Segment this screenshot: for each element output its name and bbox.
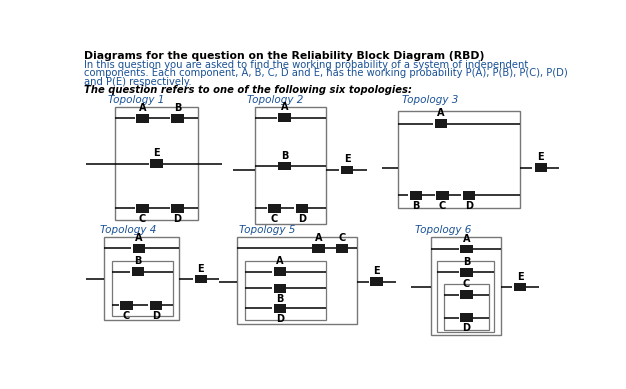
Bar [312,244,325,252]
Bar [255,107,326,224]
Bar [514,283,526,291]
Text: A: A [437,108,444,118]
Bar [133,244,145,252]
Text: D: D [151,311,160,321]
Bar [444,284,489,330]
Bar [460,314,473,322]
Text: D: D [298,214,306,224]
Text: C: C [139,214,146,224]
Text: C: C [338,233,346,243]
Text: A: A [315,233,322,243]
Text: Topology 2: Topology 2 [247,95,304,105]
Text: Topology 1: Topology 1 [108,95,164,105]
Text: Topology 4: Topology 4 [100,225,156,235]
Text: E: E [373,266,380,276]
Bar [131,267,144,276]
Bar [436,191,449,200]
Bar [431,237,501,335]
Bar [274,284,286,293]
Bar [136,114,149,123]
Text: A: A [463,234,470,244]
Text: A: A [280,102,288,112]
Text: components. Each component, A, B, C, D and E, has the working probability P(A), : components. Each component, A, B, C, D a… [84,68,567,78]
Bar [437,261,495,331]
Bar [136,204,149,213]
Bar [172,114,183,123]
Text: Topology 3: Topology 3 [402,95,459,105]
Bar [150,301,162,310]
Bar [463,191,475,200]
Bar [398,110,520,209]
Text: B: B [174,103,181,113]
Text: B: B [134,256,141,266]
Text: A: A [139,103,146,113]
Text: D: D [463,323,471,333]
Bar [104,237,179,320]
Bar [245,261,326,320]
Text: C: C [270,214,278,224]
Bar [434,119,447,128]
Bar [535,163,547,172]
Bar [371,277,383,286]
Text: E: E [153,148,160,158]
Text: D: D [275,314,284,324]
Text: E: E [197,264,204,274]
Text: A: A [276,256,284,266]
Text: B: B [276,294,284,304]
Bar [460,290,473,299]
Text: E: E [344,154,351,165]
Bar [274,267,286,276]
Text: C: C [123,311,130,321]
Bar [410,191,423,200]
Text: In this question you are asked to find the working probability of a system of in: In this question you are asked to find t… [84,60,528,70]
Text: Diagrams for the question on the Reliability Block Diagram (RBD): Diagrams for the question on the Reliabi… [84,51,484,61]
Text: Topology 5: Topology 5 [240,225,296,235]
Bar [150,159,163,168]
Bar [268,204,280,213]
Bar [278,113,290,122]
Text: D: D [465,201,473,211]
Text: E: E [516,272,523,282]
Text: A: A [135,233,143,243]
Text: Topology 6: Topology 6 [416,225,472,235]
Text: D: D [173,214,182,224]
Text: The question refers to one of the following six topologies:: The question refers to one of the follow… [84,85,412,95]
Text: E: E [538,152,544,162]
Bar [120,301,133,310]
Bar [278,162,290,170]
Bar [296,204,309,213]
Bar [336,244,348,252]
Bar [460,268,473,277]
Bar [172,204,183,213]
Text: B: B [280,151,288,161]
Text: B: B [463,257,470,267]
Bar [111,261,173,316]
Bar [195,275,207,284]
Text: C: C [439,201,446,211]
Bar [341,166,353,174]
Text: B: B [413,201,420,211]
Bar [237,237,357,324]
Text: and P(E) respectively.: and P(E) respectively. [84,77,192,87]
Bar [115,107,198,220]
Bar [460,245,473,253]
Bar [274,304,286,313]
Text: C: C [463,279,470,289]
